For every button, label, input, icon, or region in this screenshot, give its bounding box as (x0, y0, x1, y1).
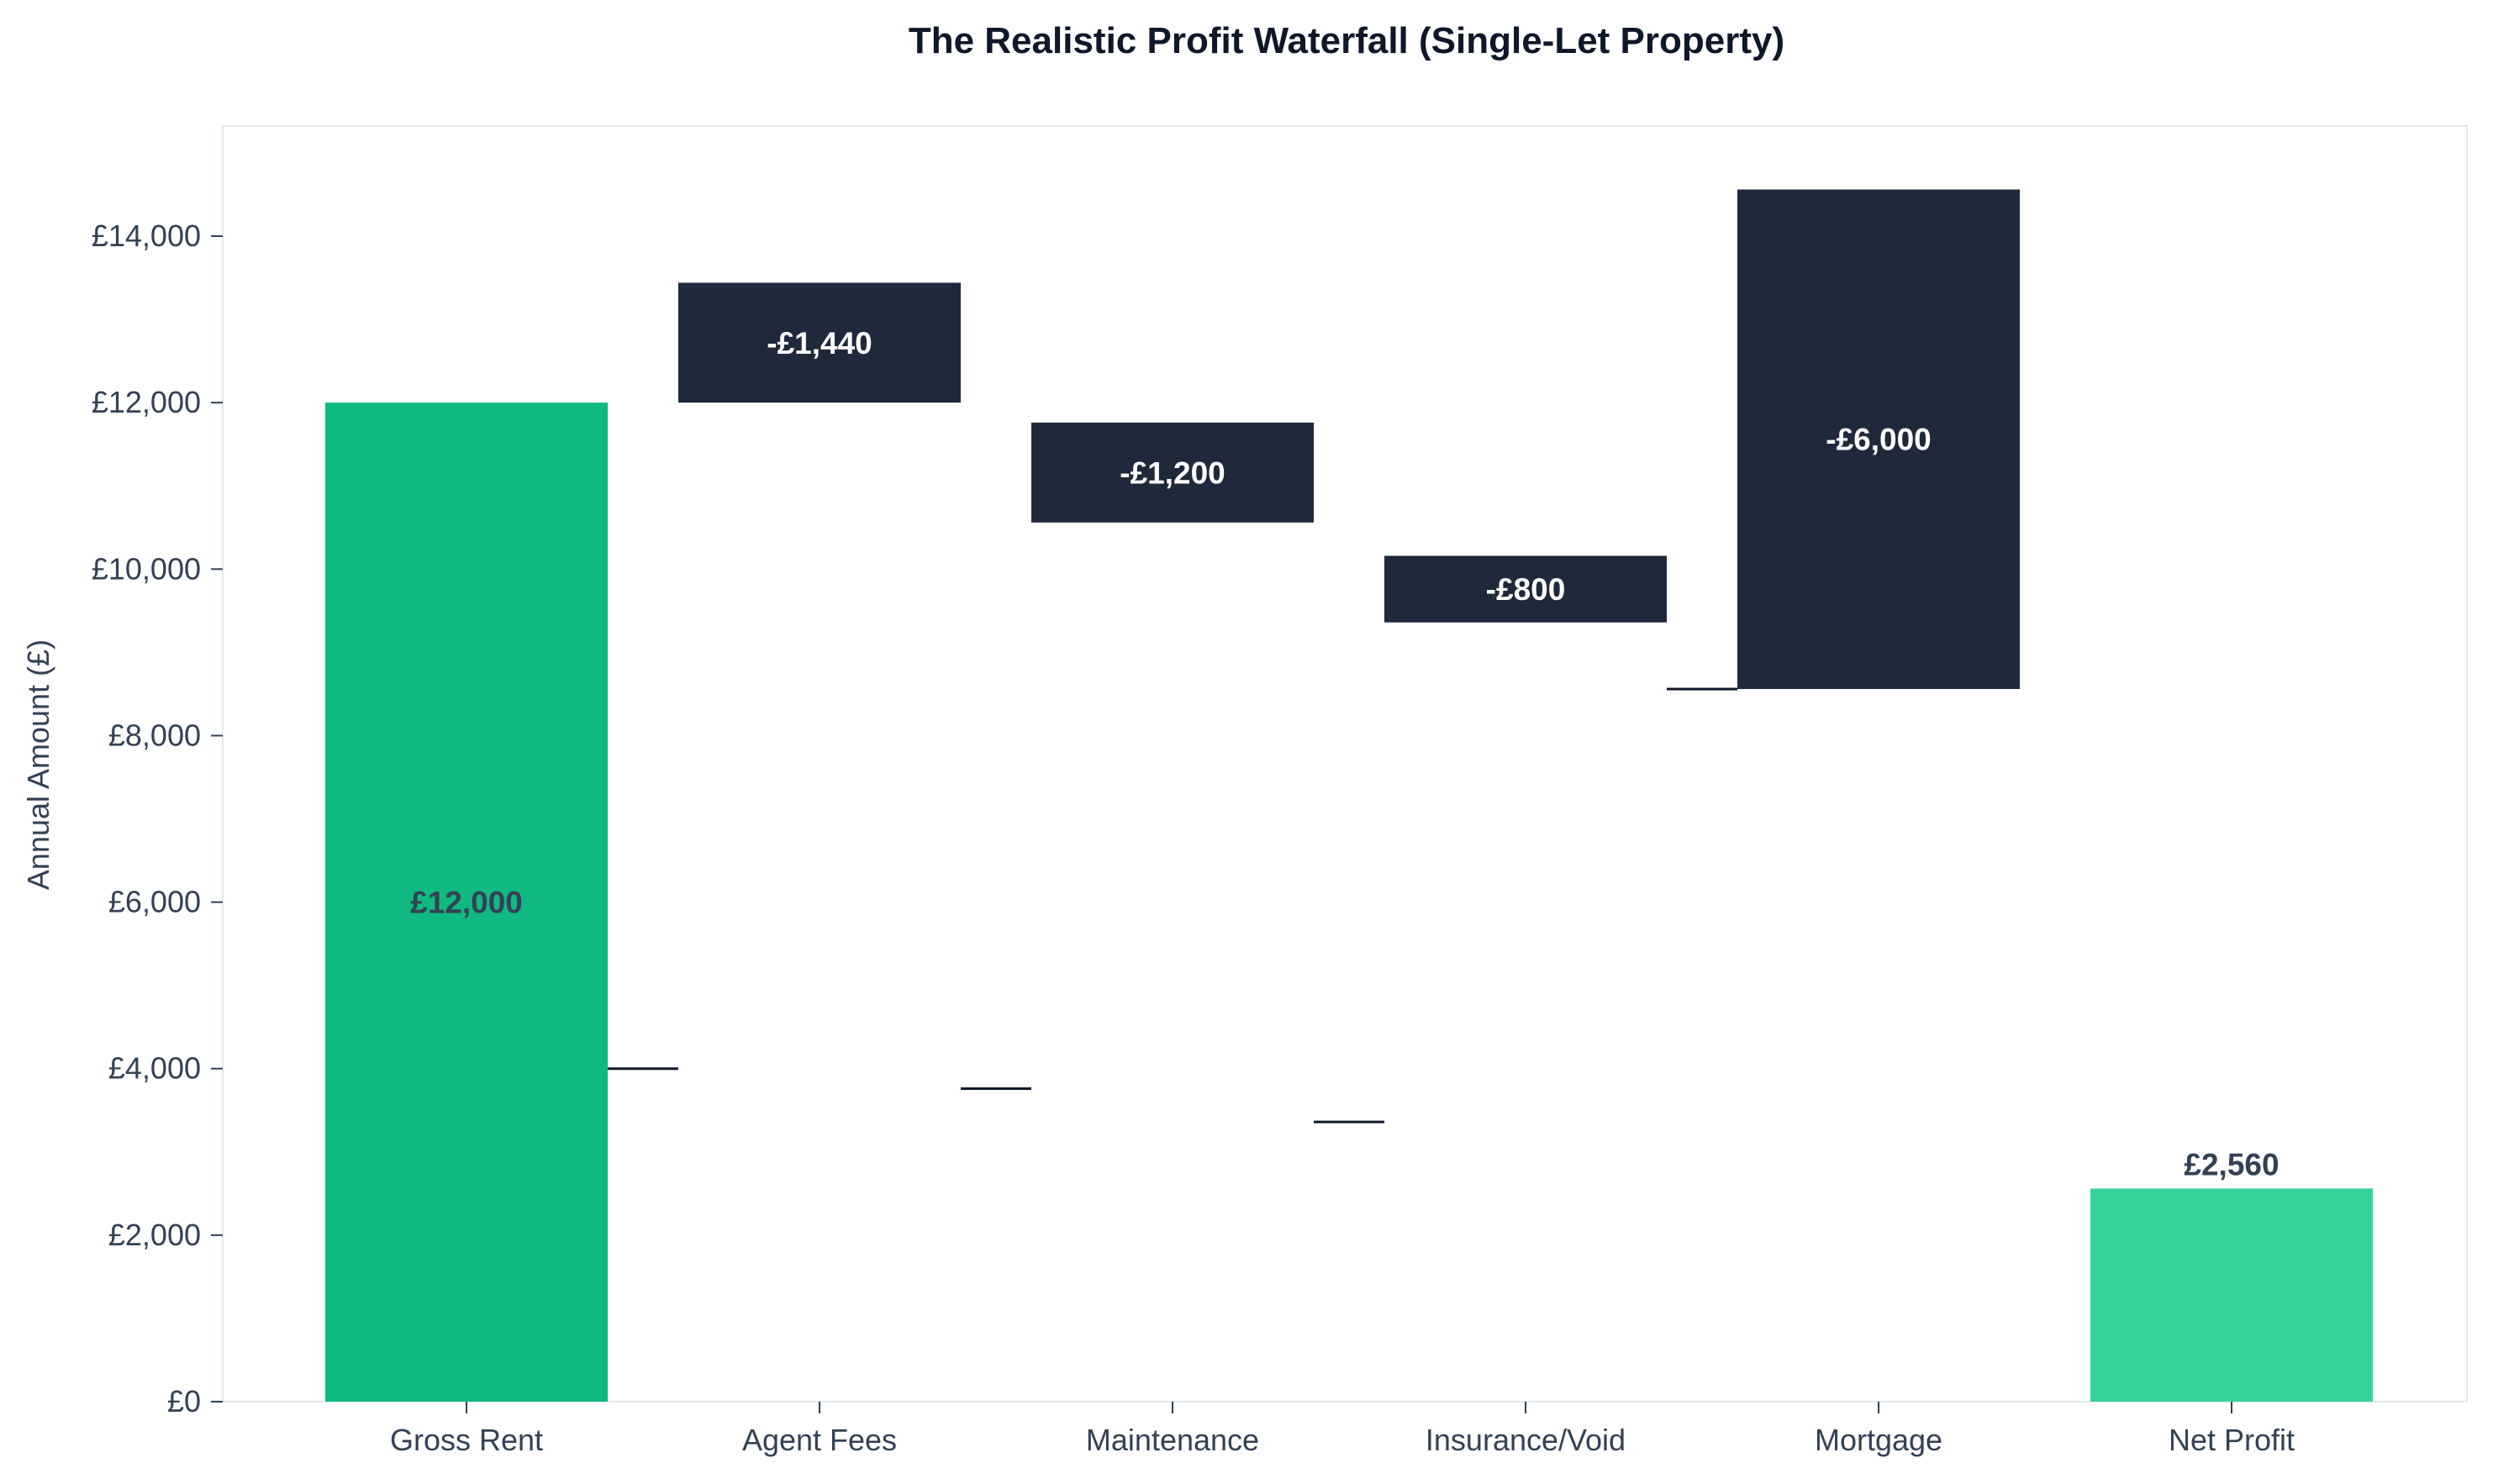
x-tick-label: Insurance/Void (1426, 1423, 1626, 1457)
bar-value-label: -£6,000 (1826, 423, 1932, 457)
x-tick-label: Mortgage (1815, 1423, 1942, 1457)
y-tick-label: £8,000 (108, 718, 201, 752)
bar-insurance-void (1384, 555, 1667, 623)
y-axis: £0 £2,000 £4,000 £6,000 £8,000 £10,000 £12,000… (92, 218, 223, 1418)
y-tick-label: £12,000 (92, 385, 201, 419)
bar-gross-rent (325, 403, 608, 1402)
bar-mortgage (1737, 189, 2020, 689)
bars-layer: £12,000 -£1,440 -£1,200 -£800 -£6,000 £2,560 (325, 189, 2373, 1402)
bar-value-label: -£800 (1486, 572, 1566, 607)
bar-value-label: £12,000 (410, 886, 523, 920)
bar-agent-fees (678, 282, 961, 403)
connectors-layer (608, 687, 1737, 1124)
x-tick-label: Net Profit (2169, 1423, 2295, 1457)
y-axis-label: Annual Amount (£) (21, 639, 55, 890)
chart-title: The Realistic Profit Waterfall (Single-L… (909, 20, 1784, 61)
bar-value-label: -£1,200 (1120, 455, 1225, 490)
bar-net-profit (2090, 1188, 2373, 1402)
bar-value-label: £2,560 (2184, 1147, 2279, 1181)
y-tick-label: £2,000 (108, 1218, 201, 1252)
bar-maintenance (1031, 422, 1314, 523)
y-tick-label: £10,000 (92, 551, 201, 586)
y-tick-label: £4,000 (108, 1051, 201, 1086)
x-tick-label: Gross Rent (390, 1423, 543, 1457)
x-axis: Gross Rent Agent Fees Maintenance Insurance… (390, 1402, 2295, 1457)
x-tick-label: Maintenance (1086, 1423, 1259, 1457)
x-tick-label: Agent Fees (742, 1423, 897, 1457)
y-tick-label: £6,000 (108, 885, 201, 919)
bar-value-label: -£1,440 (767, 326, 872, 360)
y-tick-label: £0 (167, 1384, 201, 1418)
plot-area-frame (222, 125, 2468, 1402)
y-tick-label: £14,000 (92, 218, 201, 253)
